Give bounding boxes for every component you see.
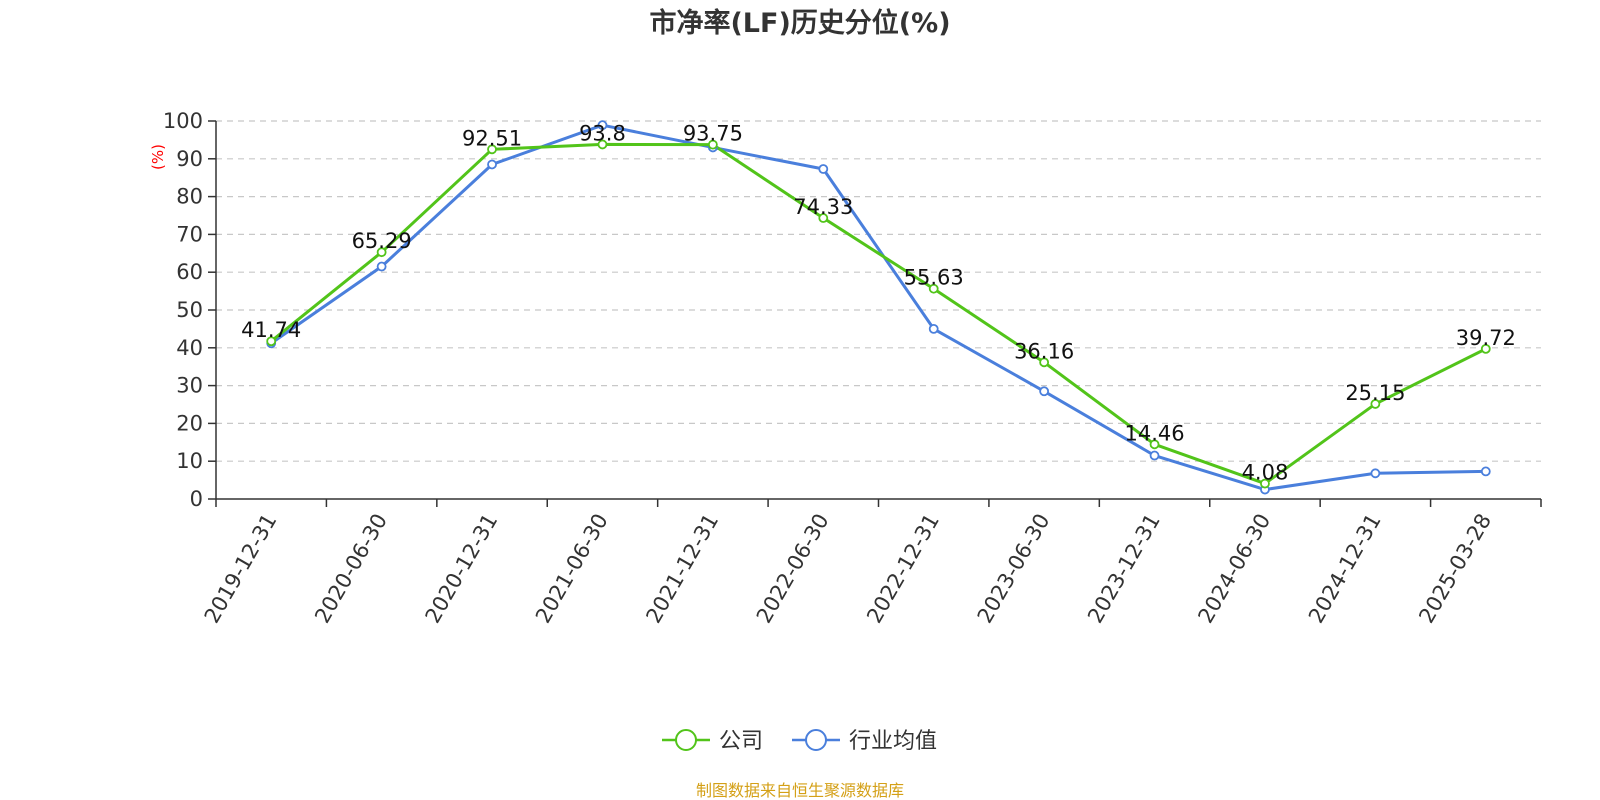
legend-item-1[interactable]: 行业均值: [792, 729, 937, 754]
data-label: 39.72: [1456, 326, 1516, 350]
series-point-1: [487, 159, 497, 170]
legend-circle-icon: [675, 729, 697, 751]
series-point-1: [376, 261, 387, 272]
legend-item-0[interactable]: 公司: [662, 729, 763, 754]
x-tick-label: 2025-03-28: [1414, 510, 1496, 628]
data-label: 55.63: [904, 266, 964, 290]
x-tick-label: 2020-12-31: [421, 510, 503, 628]
x-tick-label: 2023-12-31: [1083, 510, 1165, 628]
series-point-1: [818, 164, 829, 174]
x-tick-label: 2020-06-30: [310, 510, 392, 628]
series-lines: [270, 123, 1487, 492]
series-point-1: [928, 323, 939, 334]
series-point-0: [376, 247, 387, 258]
series-point-0: [1480, 343, 1491, 354]
x-axis: 2019-12-31 2020-06-30 2020-12-31 2021-06-30…: [200, 498, 1542, 628]
data-label: 4.08: [1242, 461, 1289, 485]
series-point-0: [1260, 478, 1270, 489]
data-label: 93.8: [579, 121, 626, 145]
series-point-0: [707, 139, 718, 150]
y-axis-unit: (%): [149, 144, 167, 170]
series-point-0: [1149, 439, 1160, 450]
series-points: [266, 120, 1491, 495]
series-point-1: [1039, 386, 1050, 397]
data-labels: 41.74 65.29 92.51 93.8 93.75 74.33 55.63 36.16 1…: [241, 121, 1516, 484]
x-tick-label: 2024-06-30: [1193, 510, 1275, 628]
x-tick-label: 2022-12-31: [862, 510, 944, 628]
series-point-0: [928, 283, 939, 294]
y-tick-label: 80: [176, 185, 203, 209]
legend-label: 公司: [719, 729, 763, 754]
chart-title: 市净率(LF)历史分位(%): [649, 7, 950, 39]
source-note: 制图数据来自恒生聚源数据库: [696, 781, 904, 800]
x-tick-label: 2022-06-30: [752, 510, 834, 628]
series-line-0: [270, 142, 1487, 486]
y-tick-label: 0: [190, 487, 203, 511]
series-point-0: [818, 213, 829, 223]
data-label: 14.46: [1124, 421, 1184, 445]
series-line-1: [270, 123, 1486, 492]
y-tick-label: 40: [176, 336, 203, 360]
legend: 公司 行业均值: [662, 729, 937, 754]
x-tick-label: 2021-12-31: [641, 510, 723, 628]
y-tick-label: 20: [176, 411, 203, 435]
series-point-1: [597, 120, 608, 131]
series-point-0: [1039, 357, 1050, 368]
series-point-1: [1370, 468, 1381, 479]
series-point-0: [1370, 399, 1381, 409]
data-label: 92.51: [462, 126, 522, 150]
x-tick-label: 2023-06-30: [973, 510, 1055, 628]
series-point-0: [487, 144, 497, 155]
x-tick-label: 2024-12-31: [1304, 510, 1386, 628]
legend-circle-icon: [805, 729, 827, 751]
data-label: 93.75: [683, 122, 743, 146]
y-tick-label: 10: [176, 449, 203, 473]
data-label: 74.33: [793, 195, 853, 219]
data-label: 65.29: [352, 229, 412, 253]
x-tick-label: 2019-12-31: [200, 510, 282, 628]
y-tick-label: 90: [176, 147, 203, 171]
data-label: 25.15: [1345, 381, 1405, 405]
series-point-0: [597, 139, 608, 150]
y-tick-label: 30: [176, 374, 203, 398]
x-tick-label: 2021-06-30: [531, 510, 613, 628]
legend-label: 行业均值: [849, 729, 937, 754]
data-label: 41.74: [241, 318, 301, 342]
series-point-1: [1480, 466, 1491, 477]
y-tick-label: 70: [176, 222, 203, 246]
data-label: 36.16: [1014, 339, 1074, 363]
y-tick-label: 60: [176, 260, 203, 284]
series-point-0: [266, 336, 277, 347]
y-axis: 0 10 20 30 40 50 60 70 80 90 100: [163, 109, 217, 511]
y-tick-label: 50: [176, 298, 203, 322]
series-point-1: [1149, 450, 1160, 461]
grid-lines: [216, 120, 1541, 462]
y-tick-label: 100: [163, 109, 203, 133]
